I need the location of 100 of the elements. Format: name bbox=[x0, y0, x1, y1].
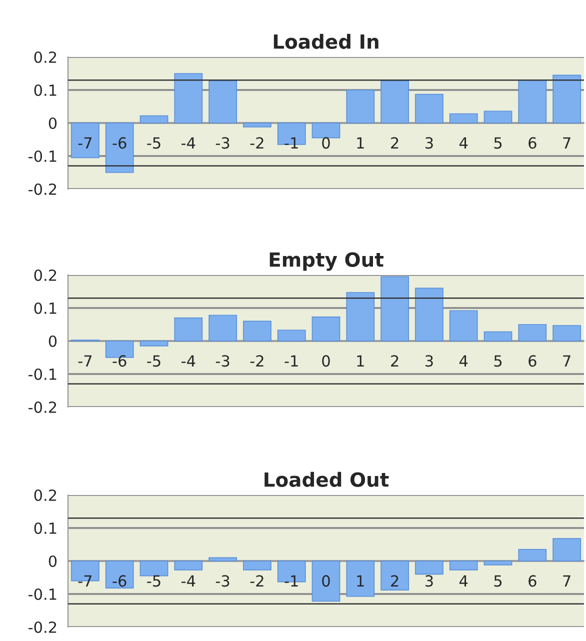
x-tick-label: -5 bbox=[147, 137, 160, 149]
x-tick-label: 0 bbox=[322, 355, 330, 367]
bar bbox=[380, 80, 409, 124]
y-tick-label: -0.2 bbox=[28, 401, 56, 414]
x-tick-label: 1 bbox=[357, 575, 364, 586]
x-tick-label: 6 bbox=[528, 575, 536, 587]
bar bbox=[415, 560, 444, 575]
x-tick-label: -7 bbox=[78, 355, 92, 366]
bar bbox=[449, 560, 478, 570]
x-tick-label: 4 bbox=[459, 355, 468, 366]
x-tick-label: -2 bbox=[250, 575, 264, 586]
x-tick-label: 4 bbox=[459, 137, 468, 148]
x-tick-label: -1 bbox=[284, 355, 298, 366]
x-tick-label: 3 bbox=[426, 355, 433, 367]
y-tick-label: 0.2 bbox=[34, 51, 56, 64]
bar bbox=[140, 115, 168, 124]
x-tick-label: 7 bbox=[563, 355, 570, 366]
x-tick-label: -6 bbox=[112, 575, 126, 587]
bar bbox=[140, 560, 168, 576]
bar bbox=[312, 316, 340, 342]
bar bbox=[243, 122, 272, 128]
x-tick-label: 5 bbox=[494, 355, 502, 367]
y-tick-label: -0.1 bbox=[28, 150, 56, 162]
y-tick-label: 0.1 bbox=[34, 302, 56, 314]
bar bbox=[243, 320, 272, 342]
x-tick-label: -7 bbox=[78, 137, 92, 148]
x-tick-label: 5 bbox=[494, 575, 502, 587]
bar bbox=[140, 340, 168, 346]
bar bbox=[415, 94, 444, 124]
bar bbox=[518, 80, 547, 124]
bar bbox=[552, 538, 581, 562]
x-tick-label: 2 bbox=[391, 575, 398, 586]
y-tick-label: 0.1 bbox=[34, 522, 56, 534]
bar bbox=[312, 560, 340, 602]
bar bbox=[174, 560, 203, 570]
y-tick-label: 0.1 bbox=[34, 84, 56, 96]
y-tick-label: 0.2 bbox=[34, 489, 56, 502]
bar bbox=[449, 310, 478, 342]
bar bbox=[552, 325, 581, 342]
bar bbox=[415, 288, 444, 342]
x-tick-label: -6 bbox=[112, 355, 126, 367]
bar bbox=[174, 317, 203, 342]
bar bbox=[346, 90, 375, 124]
y-tick-label: -0.1 bbox=[28, 588, 56, 600]
chart-title: Loaded In bbox=[274, 34, 378, 49]
x-tick-label: -1 bbox=[284, 137, 298, 148]
x-tick-label: 4 bbox=[459, 575, 468, 586]
bar bbox=[208, 80, 237, 124]
chart-title: Loaded Out bbox=[264, 472, 389, 487]
x-tick-label: 6 bbox=[528, 137, 536, 149]
bar bbox=[208, 557, 237, 562]
bar bbox=[484, 110, 512, 124]
bar bbox=[312, 122, 340, 138]
x-tick-label: 1 bbox=[357, 137, 364, 148]
y-tick-label: 0 bbox=[48, 555, 57, 568]
chart-title: Empty Out bbox=[270, 252, 384, 271]
bar bbox=[71, 122, 100, 158]
x-tick-label: -4 bbox=[182, 575, 196, 586]
x-tick-label: -3 bbox=[216, 575, 230, 587]
x-tick-label: 5 bbox=[494, 137, 502, 149]
x-tick-label: -7 bbox=[78, 575, 92, 586]
bar bbox=[346, 560, 375, 597]
x-tick-label: 6 bbox=[528, 355, 536, 367]
bar bbox=[518, 549, 547, 562]
y-tick-label: -0.2 bbox=[28, 183, 56, 196]
bar bbox=[518, 324, 547, 342]
y-tick-label: 0.2 bbox=[34, 269, 56, 282]
y-tick-label: 0 bbox=[48, 117, 57, 130]
x-tick-label: 2 bbox=[391, 355, 398, 366]
x-tick-label: -5 bbox=[147, 355, 160, 367]
x-tick-label: -2 bbox=[250, 137, 264, 148]
bar bbox=[552, 74, 581, 124]
bar bbox=[484, 331, 512, 342]
y-tick-label: 0 bbox=[48, 335, 57, 348]
x-tick-label: 3 bbox=[426, 575, 433, 587]
x-tick-label: -2 bbox=[250, 355, 264, 366]
bar bbox=[208, 314, 237, 342]
bar bbox=[380, 276, 409, 342]
bar bbox=[484, 560, 512, 566]
x-tick-label: 1 bbox=[357, 355, 364, 366]
bar bbox=[105, 122, 134, 173]
y-tick-label: -0.1 bbox=[28, 368, 56, 380]
bar bbox=[449, 113, 478, 124]
bar bbox=[346, 292, 375, 342]
x-tick-label: -5 bbox=[147, 575, 160, 587]
bar bbox=[380, 560, 409, 590]
x-tick-label: -6 bbox=[112, 137, 126, 149]
x-tick-label: 0 bbox=[322, 575, 330, 587]
x-tick-label: 3 bbox=[426, 137, 433, 149]
bar bbox=[277, 330, 306, 342]
x-tick-label: 2 bbox=[391, 137, 398, 148]
x-tick-label: 0 bbox=[322, 137, 330, 149]
x-tick-label: -4 bbox=[182, 137, 196, 148]
x-tick-label: -3 bbox=[216, 137, 230, 149]
bar bbox=[174, 73, 203, 124]
y-tick-label: -0.2 bbox=[28, 621, 56, 634]
x-tick-label: -3 bbox=[216, 355, 230, 367]
x-tick-label: 7 bbox=[563, 575, 570, 586]
bar bbox=[105, 560, 134, 588]
x-tick-label: 7 bbox=[563, 137, 570, 148]
